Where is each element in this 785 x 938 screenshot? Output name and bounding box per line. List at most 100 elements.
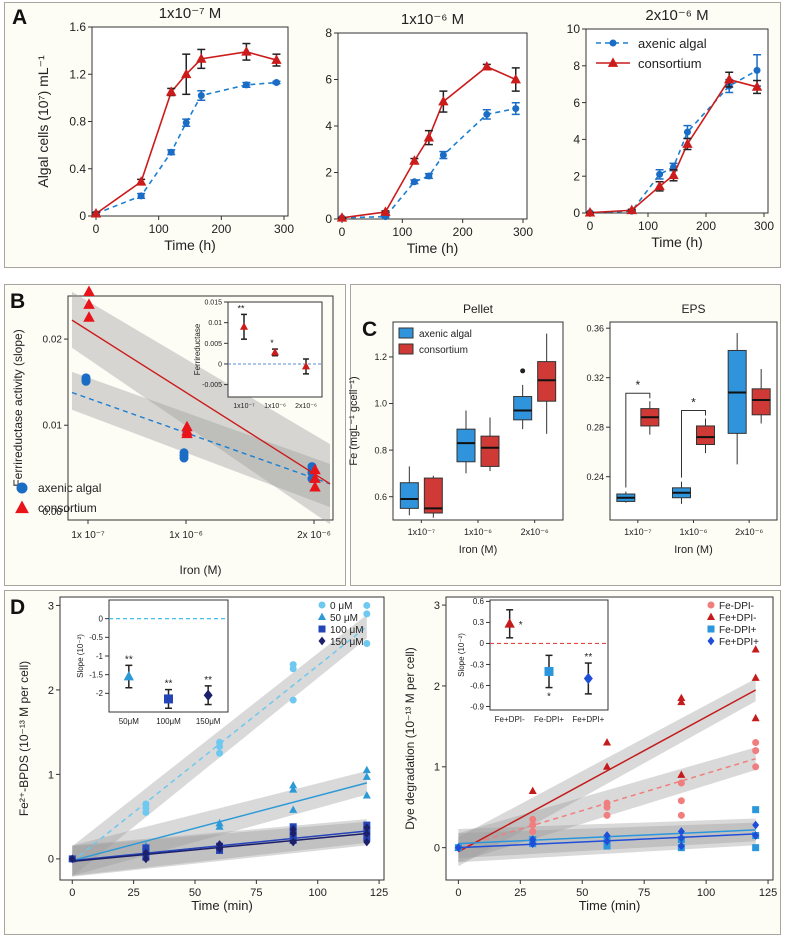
data-point bbox=[309, 481, 321, 492]
data-point bbox=[439, 151, 447, 159]
inset-point bbox=[301, 362, 311, 370]
x-tick-label: 125 bbox=[759, 887, 777, 899]
data-point bbox=[272, 79, 280, 87]
x-axis-label: Time (h) bbox=[407, 240, 459, 256]
y-tick-label: 2 bbox=[573, 169, 580, 183]
chart-title: 2x10⁻⁶ M bbox=[645, 7, 708, 24]
inset-y-label: Slope (10⁻²) bbox=[76, 634, 85, 678]
fit-line bbox=[458, 689, 757, 853]
box bbox=[399, 482, 419, 509]
inset-point bbox=[123, 670, 135, 681]
y-tick-label: 0.36 bbox=[586, 323, 604, 333]
x-tick-label: 0 bbox=[69, 887, 75, 899]
data-point bbox=[409, 155, 420, 165]
data-point bbox=[289, 781, 298, 789]
y-tick-label: 2 bbox=[48, 685, 54, 697]
plot-area-A1 bbox=[91, 26, 289, 217]
legend-marker bbox=[318, 636, 326, 646]
data-point bbox=[289, 785, 298, 793]
y-tick-label: 1.0 bbox=[374, 399, 387, 409]
panel-letter-b: B bbox=[10, 290, 26, 313]
y-tick-label: 0.8 bbox=[374, 445, 387, 455]
y-tick-label: 1 bbox=[48, 769, 54, 781]
data-point bbox=[166, 86, 177, 96]
data-point bbox=[752, 763, 760, 771]
data-point bbox=[363, 610, 371, 618]
y-tick-label: 0 bbox=[48, 854, 54, 866]
box bbox=[513, 396, 533, 421]
y-tick-label: -0.005 bbox=[202, 382, 222, 389]
legend-label: Fe-DPI+ bbox=[719, 625, 757, 636]
y-tick-label: -2 bbox=[96, 689, 104, 698]
data-point bbox=[289, 837, 297, 847]
x-tick-label: 50 bbox=[189, 887, 201, 899]
data-point bbox=[216, 840, 224, 849]
data-point bbox=[423, 132, 435, 142]
significance-mark: ** bbox=[165, 679, 173, 690]
legend-label: consortium bbox=[38, 501, 97, 515]
inset-x-label: 150μM bbox=[196, 717, 221, 726]
y-tick-label: -1.5 bbox=[89, 670, 103, 679]
y-tick-label: 0.28 bbox=[586, 422, 604, 432]
fit-line bbox=[71, 391, 331, 485]
y-tick-label: 0.02 bbox=[43, 335, 63, 346]
data-point bbox=[670, 163, 678, 171]
data-point bbox=[362, 791, 371, 799]
data-point bbox=[142, 854, 150, 864]
y-tick-label: -1 bbox=[96, 652, 104, 661]
data-point bbox=[677, 811, 685, 819]
y-tick-label: 1 bbox=[434, 762, 440, 774]
data-point bbox=[677, 697, 686, 706]
x-axis-label: Iron (M) bbox=[180, 563, 222, 577]
plot-area-A3 bbox=[585, 28, 769, 214]
x-tick-label: 2x10⁻⁶ bbox=[521, 527, 549, 537]
x-tick-label: 125 bbox=[370, 887, 388, 899]
data-point bbox=[216, 738, 224, 746]
data-point bbox=[752, 739, 760, 747]
chart-title: Pellet bbox=[463, 302, 494, 316]
panel-letter-c: C bbox=[362, 318, 378, 341]
y-tick-label: 0.32 bbox=[586, 373, 604, 383]
plot-frame-B bbox=[67, 295, 334, 521]
data-point bbox=[528, 786, 537, 795]
data-point bbox=[481, 61, 492, 71]
data-point bbox=[752, 806, 760, 814]
y-tick-label: 2 bbox=[325, 166, 332, 180]
data-point bbox=[90, 208, 102, 218]
data-point bbox=[289, 696, 297, 704]
x-tick-label: 200 bbox=[696, 219, 716, 233]
y-tick-label: 8 bbox=[325, 26, 332, 40]
data-point bbox=[142, 800, 150, 808]
significance-mark: * bbox=[547, 692, 551, 703]
data-point bbox=[677, 693, 686, 702]
data-point bbox=[215, 819, 224, 827]
data-point bbox=[363, 837, 371, 847]
significance-mark: * bbox=[691, 396, 696, 410]
legend-marker bbox=[707, 601, 715, 609]
legend-marker bbox=[16, 482, 28, 494]
data-point bbox=[512, 105, 520, 113]
data-point bbox=[683, 128, 691, 136]
legend-label: axenic algal bbox=[419, 329, 472, 340]
box bbox=[537, 361, 557, 402]
x-tick-label: 300 bbox=[274, 222, 294, 236]
data-point bbox=[668, 169, 679, 180]
y-tick-label: 10 bbox=[567, 22, 581, 36]
inset-x-label: Fe+DPI- bbox=[495, 715, 525, 724]
data-point bbox=[753, 66, 761, 74]
data-point bbox=[363, 639, 371, 647]
legend-label: consortium bbox=[638, 56, 702, 71]
data-point bbox=[656, 170, 664, 178]
data-point bbox=[167, 148, 175, 156]
significance-mark: ** bbox=[237, 303, 245, 313]
significance-bracket bbox=[681, 410, 706, 478]
x-tick-label: 0 bbox=[455, 887, 461, 899]
data-point bbox=[336, 212, 348, 222]
inset-y-label: Ferrireductase bbox=[193, 323, 202, 375]
y-tick-label: 0.00 bbox=[43, 507, 63, 518]
data-point bbox=[135, 176, 147, 186]
data-point bbox=[68, 854, 76, 864]
inset-x-label: 1x10⁻⁷ bbox=[233, 403, 255, 410]
legend-label: Fe+DPI+ bbox=[719, 637, 759, 648]
y-tick-label: 0 bbox=[79, 209, 86, 223]
